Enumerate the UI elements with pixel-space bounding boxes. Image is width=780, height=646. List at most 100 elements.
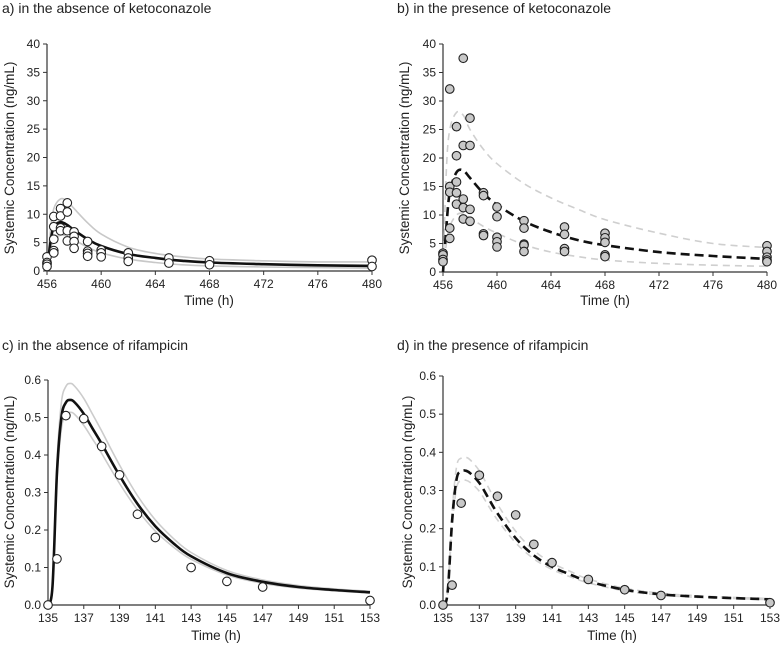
observed-point	[465, 140, 475, 151]
curve-sim-upper	[47, 382, 371, 606]
curve-upper	[46, 197, 373, 272]
observed-point	[451, 150, 462, 161]
observed-point	[96, 441, 107, 452]
y-tick-label: 0.2	[419, 522, 436, 536]
observed-point	[444, 233, 455, 244]
x-tick-label: 153	[360, 611, 380, 625]
y-tick-label: 10	[423, 208, 437, 222]
observed-point	[150, 532, 161, 543]
observed-point	[43, 600, 53, 610]
observed-point	[444, 84, 455, 94]
x-tick-label: 151	[724, 611, 744, 625]
y-tick-label: 30	[27, 94, 41, 108]
y-tick-label: 15	[27, 179, 41, 193]
x-tick-label: 135	[433, 611, 453, 625]
y-tick-label: 0.5	[24, 411, 41, 425]
observed-point	[438, 600, 448, 610]
y-axis-label: Systemic Concentration (ng/mL)	[2, 396, 17, 589]
x-tick-label: 147	[651, 611, 671, 625]
panel-d: d) in the presence of rifampicin Time (h…	[397, 337, 780, 643]
observed-point	[444, 223, 455, 233]
x-tick-label: 476	[308, 277, 328, 291]
x-tick-label: 468	[199, 277, 219, 291]
x-tick-label: 145	[615, 611, 635, 625]
observed-point	[492, 491, 503, 502]
panel-title: b) in the presence of ketoconazole	[397, 0, 611, 16]
observed-point	[492, 211, 502, 222]
observed-point	[519, 223, 529, 233]
observed-point	[62, 207, 73, 217]
observed-point	[559, 229, 570, 240]
x-tick-label: 143	[181, 611, 201, 625]
x-tick-label: 137	[469, 611, 489, 625]
x-tick-label: 151	[324, 611, 344, 625]
panel-b: b) in the presence of ketoconazole Time …	[397, 0, 777, 308]
y-tick-label: 0.2	[24, 523, 41, 537]
x-tick-label: 480	[362, 277, 382, 291]
x-tick-label: 149	[288, 611, 308, 625]
y-tick-label: 0.5	[419, 407, 436, 421]
y-tick-label: 25	[27, 122, 41, 136]
x-tick-label: 153	[760, 611, 780, 625]
y-tick-label: 0.6	[24, 373, 41, 387]
y-tick-label: 0	[429, 265, 436, 279]
y-tick-label: 0.0	[419, 598, 436, 612]
observed-point	[222, 576, 232, 587]
observed-point	[528, 539, 539, 550]
x-tick-label: 468	[595, 278, 615, 292]
observed-point	[451, 121, 462, 132]
y-tick-label: 0.1	[419, 560, 436, 574]
y-tick-label: 10	[27, 207, 41, 221]
y-tick-label: 0.3	[419, 484, 436, 498]
observed-point	[132, 509, 143, 520]
observed-point	[547, 557, 557, 568]
x-tick-label: 141	[542, 611, 562, 625]
observed-point	[451, 187, 462, 198]
observed-point	[447, 580, 457, 591]
observed-point	[82, 251, 93, 262]
x-tick-label: 464	[145, 277, 165, 291]
y-tick-label: 0.4	[24, 448, 41, 462]
panel-title: a) in the absence of ketoconazole	[2, 0, 212, 16]
y-tick-label: 5	[429, 237, 436, 251]
observed-point	[367, 261, 377, 272]
observed-point	[465, 204, 475, 215]
y-tick-label: 35	[27, 65, 41, 79]
y-tick-label: 0.4	[419, 445, 436, 459]
y-tick-label: 40	[423, 37, 437, 51]
observed-point	[48, 247, 59, 258]
observed-point	[48, 234, 59, 245]
x-tick-label: 480	[757, 278, 777, 292]
observed-point	[765, 597, 775, 608]
observed-point	[656, 590, 666, 601]
x-tick-label: 141	[145, 611, 165, 625]
observed-point	[123, 256, 134, 267]
y-axis-label: Systemic Concentration (ng/mL)	[400, 396, 415, 589]
observed-point	[519, 246, 529, 257]
y-tick-label: 20	[423, 151, 437, 165]
x-tick-label: 147	[253, 611, 273, 625]
y-tick-label: 0	[33, 264, 40, 278]
panel-a: a) in the absence of ketoconazole Time (…	[2, 0, 382, 308]
panel-title: d) in the presence of rifampicin	[397, 337, 588, 353]
x-axis-label: Time (h)	[587, 628, 637, 643]
observed-point	[42, 261, 52, 272]
x-tick-label: 149	[687, 611, 707, 625]
x-tick-label: 135	[38, 611, 58, 625]
x-tick-label: 139	[110, 611, 130, 625]
observed-point	[600, 251, 610, 262]
x-tick-label: 137	[74, 611, 94, 625]
observed-point	[458, 194, 469, 204]
y-tick-label: 0.0	[24, 598, 41, 612]
y-tick-label: 0.6	[419, 369, 436, 383]
y-axis-label: Systemic Concentration (ng/mL)	[397, 62, 412, 255]
observed-point	[456, 498, 467, 508]
observed-point	[451, 177, 462, 187]
observed-point	[510, 510, 521, 520]
observed-point	[762, 256, 772, 267]
observed-point	[478, 230, 489, 241]
observed-point	[78, 413, 89, 424]
observed-point	[96, 251, 107, 262]
x-tick-label: 464	[541, 278, 561, 292]
